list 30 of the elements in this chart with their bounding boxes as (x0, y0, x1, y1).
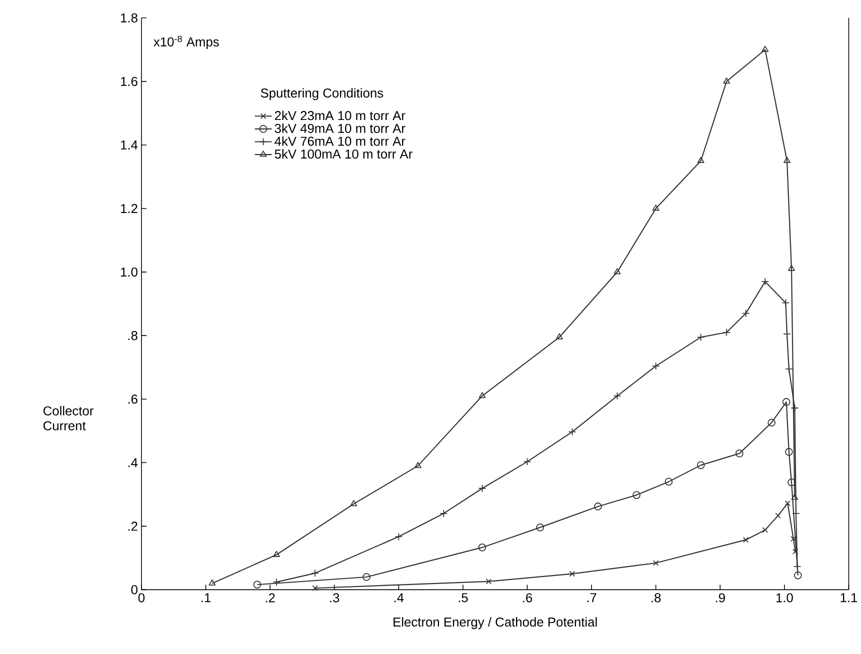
y-tick-label: 1.0 (121, 267, 138, 276)
y-tick-label: 1.6 (121, 76, 138, 86)
y-tick-label: .4 (128, 458, 138, 467)
y-tick-label: 1.8 (121, 13, 138, 22)
x-tick-label: .8 (652, 592, 661, 602)
x-tick-label: .9 (716, 592, 725, 602)
y-tick-label: .2 (128, 521, 138, 530)
y-tick-label: .8 (128, 330, 138, 340)
y-tick-label: 1.4 (121, 140, 138, 150)
legend-label: 5kV 100mA 10 m torr Ar (274, 148, 412, 158)
legend-title: Sputtering Conditions (260, 88, 384, 100)
x-tick-label: 0 (138, 592, 145, 602)
x-tick-label: 1.0 (776, 592, 793, 602)
annotation: x10$^{-8}$ Amps (154, 35, 219, 49)
x-axis-title: Electron Energy / Cathode Potential (394, 616, 597, 629)
x-tick-label: .2 (266, 592, 275, 602)
x-tick-label: .4 (394, 592, 404, 602)
x-tick-label: .1 (202, 592, 211, 602)
y-tick-label: .6 (128, 394, 138, 404)
x-tick-label: .6 (523, 592, 532, 602)
x-tick-label: .5 (458, 592, 468, 602)
y-axis-title: Collector Current (43, 406, 94, 430)
y-tick-label: 1.2 (121, 204, 138, 213)
legend-label: 2kV 23mA 10 m torr Ar (274, 110, 406, 120)
x-tick-label: .3 (330, 592, 340, 602)
legend-label: 4kV 76mA 10 m torr Ar (274, 136, 406, 146)
legend-label: 3kV 49mA 10 m torr Ar (274, 123, 406, 133)
x-tick-label: 1.1 (840, 592, 858, 602)
x-tick-label: .7 (587, 592, 596, 602)
y-tick-label: 0 (131, 584, 138, 594)
